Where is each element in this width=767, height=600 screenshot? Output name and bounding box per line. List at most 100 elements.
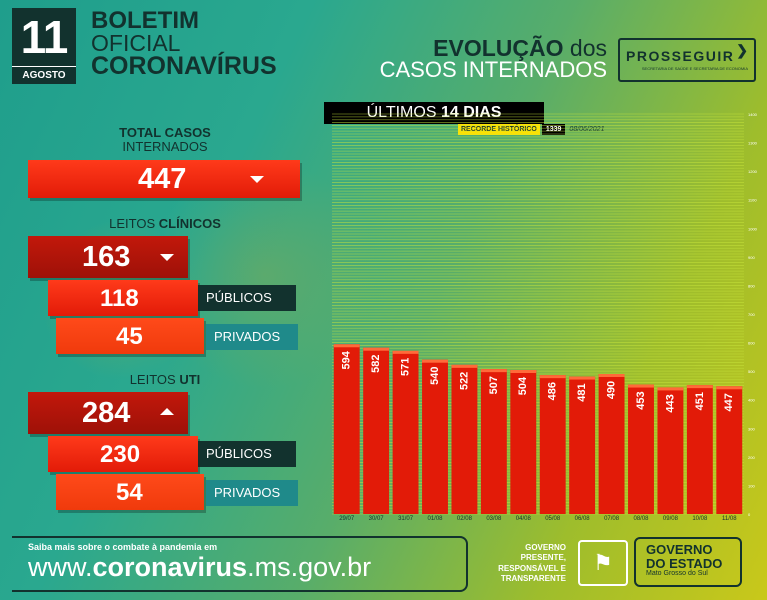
clinicos-publicos-bar: 118 [48, 280, 198, 316]
slogan-line: GOVERNO [525, 543, 566, 552]
x-tick-label: 11/08 [722, 516, 737, 522]
title-oficial: OFICIAL [91, 29, 181, 56]
chart-bar [569, 376, 596, 514]
uti-publicos-value: 230 [100, 441, 141, 468]
chart-bar [657, 387, 684, 514]
x-tick-label: 01/08 [427, 516, 443, 522]
chart-bar [422, 359, 448, 514]
x-tick-label: 04/08 [516, 516, 532, 522]
uti-privados-tag: PRIVADOS [206, 480, 298, 506]
bar-value-label: 447 [723, 393, 735, 411]
y-tick-label: 1100 [748, 198, 757, 203]
y-tick-label: 600 [748, 341, 755, 346]
y-tick-label: 800 [748, 283, 755, 288]
chart-bar-top [451, 364, 478, 368]
bar-value-label: 490 [605, 381, 617, 399]
chart-bar-top [657, 387, 684, 391]
bulletin-title: BOLETIM OFICIAL CORONAVÍRUS [91, 9, 277, 80]
slogan-line: TRANSPARENTE [500, 574, 566, 584]
x-tick-label: 09/08 [663, 516, 679, 522]
total-label-thin: INTERNADOS [122, 138, 208, 154]
clinicos-publicos-value: 118 [100, 285, 139, 312]
slogan-line: PRESENTE, [520, 553, 566, 563]
total-label-bold: TOTAL CASOS [119, 125, 211, 140]
chart-bar [628, 384, 654, 514]
clinicos-label: LEITOS CLÍNICOS [90, 216, 240, 231]
slogan-line: RESPONSÁVEL E [498, 563, 566, 573]
chart-bar-top [480, 369, 507, 373]
bar-value-label: 507 [488, 376, 500, 394]
x-tick-label: 29/07 [339, 516, 355, 522]
clinicos-privados-bar: 45 [56, 318, 204, 354]
y-tick-label: 300 [748, 426, 755, 431]
chart-title: EVOLUÇÃO dos CASOS INTERNADOS [379, 35, 607, 82]
x-tick-label: 10/08 [692, 516, 708, 522]
bar-value-label: 522 [458, 372, 470, 390]
record-date: 08/06/2021 [569, 126, 605, 133]
clinicos-label-bold: CLÍNICOS [158, 216, 221, 231]
y-tick-label: 1200 [748, 169, 758, 174]
gov-line2: DO ESTADO [646, 555, 723, 571]
state-seal-icon: ⚑ [578, 540, 628, 586]
title-coronavirus: CORONAVÍRUS [91, 51, 277, 80]
chart-bar-top [333, 344, 360, 348]
footer-url-prefix: www. [28, 552, 93, 582]
uti-label-bold: UTI [179, 372, 201, 387]
chart-bar-top [598, 374, 625, 377]
chart-bar [686, 385, 713, 514]
uti-privados-bar: 54 [56, 474, 204, 510]
chart-bar-top [569, 376, 596, 380]
prosseguir-logo: ❯ PROSSEGUIR SECRETARIA DE SAÚDE E SECRE… [618, 38, 756, 82]
chart-bar-top [539, 375, 566, 379]
y-tick-label: 0 [748, 512, 751, 517]
chart-bar [480, 369, 507, 514]
y-tick-label: 500 [748, 369, 755, 374]
chart-bar [333, 344, 360, 514]
chart-bar [716, 386, 743, 514]
total-value: 447 [138, 163, 187, 195]
chart-bar [392, 350, 419, 514]
y-tick-label: 400 [748, 398, 755, 403]
uti-label: LEITOS UTI [90, 372, 240, 387]
footer-info-text: Saiba mais sobre o combate à pandemia em [28, 542, 218, 552]
record-badge: RECORDE HISTÓRICO 1339 08/06/2021 [458, 124, 604, 135]
bar-value-label: 451 [694, 392, 706, 410]
uti-publicos-tag: PÚBLICOS [198, 441, 296, 467]
date-badge: 11 AGOSTO [12, 8, 76, 84]
chart-title-bold: EVOLUÇÃO [433, 35, 564, 61]
prosseguir-logo-subtext: SECRETARIA DE SAÚDE E SECRETARIA DE ECON… [641, 66, 748, 71]
footer-url-bold: coronavirus [92, 552, 248, 582]
date-month: AGOSTO [12, 66, 76, 84]
clinicos-publicos-tag: PÚBLICOS [198, 285, 296, 311]
chart-bar-top [422, 359, 448, 363]
y-tick-label: 100 [748, 483, 755, 488]
chart-bar [363, 347, 390, 514]
chart-subtitle: CASOS INTERNADOS [379, 56, 607, 82]
x-tick-label: 02/08 [457, 516, 473, 522]
chart-bar-top [686, 385, 713, 389]
clinicos-privados-tag: PRIVADOS [206, 324, 298, 350]
bar-value-label: 481 [576, 383, 588, 401]
footer-url-suffix: .ms.gov.br [247, 552, 372, 582]
y-tick-label: 1300 [748, 141, 758, 146]
bar-chart: 0 100 200 300 400 500 600 700 800 900 1000 1100 1200… [332, 112, 758, 522]
bar-value-label: 540 [429, 367, 441, 385]
x-tick-label: 05/08 [545, 516, 561, 522]
clinicos-privados-value: 45 [116, 323, 143, 350]
uti-privados-value: 54 [116, 479, 143, 506]
y-tick-label: 900 [748, 255, 755, 260]
footer-frame [12, 536, 468, 592]
government-slogan: GOVERNO PRESENTE, RESPONSÁVEL E TRANSPAR… [480, 543, 566, 585]
gov-line3: Mato Grosso do Sul [646, 570, 708, 578]
y-tick-label: 200 [748, 455, 755, 460]
chart-bar-top [392, 350, 419, 354]
chart-bar-top [510, 370, 537, 373]
total-label: TOTAL CASOS INTERNADOS [90, 126, 240, 153]
x-tick-label: 07/08 [604, 516, 620, 522]
record-label: RECORDE HISTÓRICO [458, 124, 540, 135]
footer-url[interactable]: www.coronavirus.ms.gov.br [28, 552, 371, 583]
y-tick-label: 700 [748, 312, 755, 317]
chart-bar-top [628, 384, 654, 388]
bar-value-label: 443 [664, 394, 676, 412]
total-bar: 447 [28, 160, 300, 198]
